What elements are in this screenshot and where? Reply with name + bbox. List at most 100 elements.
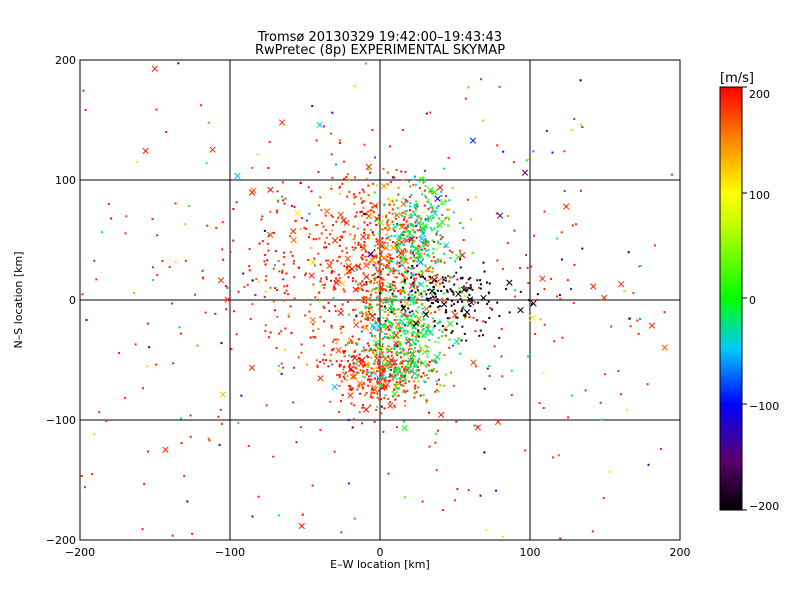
- data-point: [301, 513, 304, 516]
- data-point: [373, 274, 375, 277]
- data-point: [444, 245, 447, 248]
- data-point: [332, 297, 335, 299]
- data-point: [413, 341, 415, 344]
- data-point: [427, 377, 430, 380]
- data-point: [361, 375, 364, 378]
- data-point: [428, 361, 431, 363]
- data-point: [293, 366, 295, 369]
- data-point: [443, 261, 446, 264]
- data-point: [365, 281, 368, 284]
- data-point: [441, 331, 444, 333]
- data-point: [348, 180, 351, 183]
- data-point: [429, 275, 431, 278]
- data-point: [413, 239, 416, 242]
- data-point-cross: [529, 314, 536, 322]
- data-point: [257, 495, 260, 498]
- data-point: [423, 204, 426, 207]
- data-point: [627, 251, 630, 254]
- data-point: [404, 391, 407, 393]
- data-point: [406, 226, 409, 229]
- data-point: [407, 348, 410, 351]
- data-point: [451, 299, 453, 302]
- data-point: [464, 314, 467, 317]
- data-point: [479, 329, 482, 332]
- data-point: [385, 333, 388, 336]
- data-point: [218, 443, 221, 446]
- data-point: [404, 400, 406, 403]
- data-point: [269, 286, 272, 289]
- colorbar-tick-label: 200: [749, 88, 770, 101]
- data-point: [413, 203, 416, 206]
- data-point: [356, 227, 359, 230]
- data-point: [429, 206, 432, 209]
- data-point: [392, 267, 395, 270]
- data-point-cross: [418, 176, 425, 183]
- data-point: [376, 297, 379, 300]
- data-point: [377, 318, 380, 321]
- data-point: [359, 392, 362, 395]
- data-point: [413, 355, 416, 358]
- data-point: [370, 280, 373, 283]
- data-point: [393, 203, 396, 206]
- data-point: [469, 287, 472, 290]
- data-point: [323, 286, 325, 289]
- data-point: [383, 407, 386, 410]
- data-point: [427, 324, 430, 327]
- data-point: [369, 296, 372, 299]
- data-point-cross: [385, 223, 392, 230]
- data-point: [430, 191, 433, 194]
- data-point: [382, 246, 385, 249]
- data-point: [358, 384, 361, 387]
- data-point: [422, 211, 425, 214]
- data-point: [350, 369, 353, 372]
- data-point: [379, 278, 382, 281]
- data-point: [283, 202, 286, 205]
- data-point: [459, 222, 461, 224]
- data-point: [425, 365, 428, 368]
- data-point: [433, 286, 435, 289]
- data-point: [340, 380, 343, 383]
- y-tick-label: 200: [55, 54, 76, 67]
- data-point-cross: [369, 312, 376, 320]
- data-point: [312, 323, 315, 326]
- data-point: [460, 309, 463, 312]
- data-point: [215, 226, 218, 229]
- data-point: [443, 384, 446, 387]
- data-point: [449, 288, 452, 291]
- data-point: [289, 305, 292, 308]
- data-point: [408, 296, 411, 299]
- data-point: [375, 269, 378, 272]
- data-point: [348, 271, 351, 274]
- data-point: [571, 224, 574, 227]
- data-point: [381, 244, 384, 247]
- data-point: [443, 285, 445, 288]
- data-point: [353, 299, 356, 302]
- data-point: [346, 251, 349, 254]
- data-point-cross: [517, 306, 524, 314]
- data-point: [368, 350, 371, 353]
- data-point: [416, 260, 419, 263]
- data-point-cross: [391, 374, 399, 381]
- data-point: [462, 226, 465, 229]
- data-point: [416, 289, 419, 292]
- data-point: [274, 250, 277, 253]
- data-point: [422, 290, 425, 293]
- data-point: [333, 450, 336, 453]
- data-point: [276, 190, 279, 193]
- data-point: [543, 288, 546, 291]
- data-point: [373, 272, 376, 275]
- data-point-cross: [423, 305, 430, 312]
- data-point: [400, 315, 403, 318]
- data-point: [410, 216, 413, 219]
- data-point: [465, 282, 468, 284]
- data-point: [358, 357, 360, 360]
- data-point: [421, 312, 424, 315]
- data-point: [361, 371, 364, 374]
- data-point: [394, 313, 396, 315]
- data-point: [219, 408, 222, 411]
- data-point: [437, 306, 440, 309]
- data-point: [214, 312, 217, 315]
- data-point: [379, 356, 382, 359]
- data-point: [354, 216, 357, 218]
- data-point: [367, 344, 370, 347]
